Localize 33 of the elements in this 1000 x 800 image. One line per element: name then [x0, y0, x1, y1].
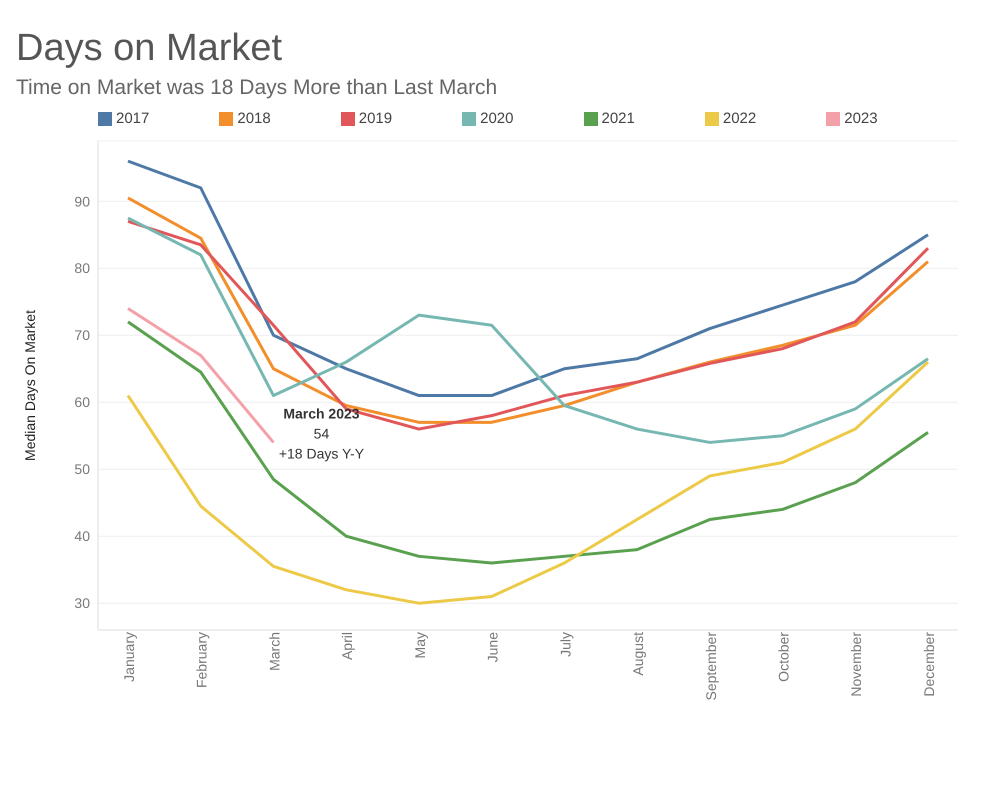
- x-tick-label: November: [848, 632, 864, 697]
- y-tick-label: 40: [74, 528, 90, 544]
- chart-title: Days on Market: [15, 26, 284, 70]
- line-series: [126, 360, 930, 605]
- x-tick-label: August: [630, 632, 646, 676]
- legend-label: 2020: [480, 110, 514, 127]
- x-tick-label: October: [775, 632, 792, 682]
- legend-label: 2017: [116, 110, 150, 127]
- chart-subtitle: Time on Market was 18 Days More than Last March: [15, 76, 498, 100]
- legend-label: 2022: [722, 110, 756, 127]
- x-tick-label: June: [484, 632, 501, 662]
- y-tick-label: 50: [74, 461, 90, 478]
- x-tick-label: July: [557, 632, 574, 657]
- x-tick-label: May: [412, 632, 428, 658]
- y-tick-label: 80: [74, 260, 90, 276]
- x-tick-label: December: [920, 632, 937, 697]
- y-tick-label: 70: [74, 327, 90, 344]
- x-tick-label: September: [702, 632, 719, 700]
- x-tick-label: February: [194, 632, 210, 688]
- x-tick-label: March: [266, 632, 282, 671]
- line-series: [126, 160, 930, 398]
- legend-label: 2021: [602, 110, 635, 127]
- legend-label: 2023: [844, 110, 878, 127]
- legend-label: 2018: [237, 110, 271, 127]
- y-tick-label: 90: [74, 193, 90, 210]
- x-tick-label: April: [339, 632, 356, 660]
- y-tick-label: 30: [74, 595, 90, 612]
- y-tick-label: 60: [74, 394, 90, 410]
- annotation: March 2023 54 +18 Days Y-Y: [278, 405, 365, 462]
- line-series: [126, 320, 930, 565]
- x-tick-label: January: [120, 632, 137, 682]
- y-axis-title: Median Days On Market: [22, 310, 38, 461]
- legend-label: 2019: [358, 110, 392, 127]
